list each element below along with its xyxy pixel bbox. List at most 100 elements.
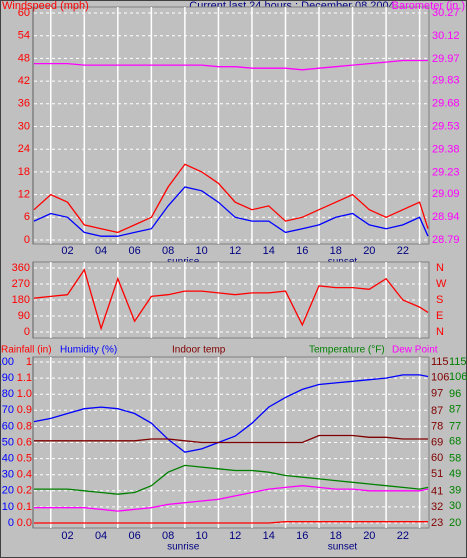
y-tick-label: 41 (431, 485, 443, 497)
y-tick-label: 0.5 (17, 453, 32, 465)
y-tick-label: 70 (2, 404, 14, 416)
x-tick-label: 08 (162, 530, 174, 542)
legend-entry: Temperature (°F) (309, 345, 385, 356)
y-tick-label: 60 (2, 420, 14, 432)
y-tick-label: 29.09 (432, 188, 460, 200)
y-tick-label: 115 (431, 356, 449, 368)
y-tick-label: 12 (18, 189, 30, 201)
y-tick-label: 115 (449, 356, 467, 368)
x-tick-label: 14 (263, 530, 275, 542)
y-tick-label: 42 (18, 75, 30, 87)
y-tick-label: 39 (449, 485, 461, 497)
y-tick-label: 49 (449, 468, 461, 480)
y-tick-label: 0.1 (17, 501, 32, 513)
y-tick-label: 1.1 (17, 372, 32, 384)
x-tick-label: 18 (330, 530, 342, 542)
y-tick-label: 77 (449, 420, 461, 432)
y-tick-label: 100 (0, 356, 14, 368)
y-tick-label: 0 (24, 326, 30, 338)
y-tick-label: 36 (18, 98, 30, 110)
y-tick-label: 60 (431, 452, 443, 464)
series-line (34, 59, 428, 71)
y-tick-label: 40 (2, 453, 14, 465)
x-tick-label: 02 (61, 530, 73, 542)
y-tick-label: 29.68 (432, 97, 460, 109)
y-tick-label: 32 (431, 501, 443, 513)
y-tick-label: 29.38 (432, 143, 460, 155)
y-tick-label: 28.94 (432, 211, 460, 223)
series-line (34, 485, 429, 512)
x-tick-label: 14 (263, 245, 275, 257)
y-tick-label: 80 (2, 388, 14, 400)
y-tick-label: 0.0 (17, 517, 32, 529)
y-tick-label: 30 (2, 469, 14, 481)
series-line (34, 521, 428, 524)
annotation: sunrise (167, 542, 200, 553)
y-tick-label: 28.79 (432, 234, 460, 246)
annotation: sunset (328, 542, 358, 553)
y-tick-label: N (436, 326, 444, 338)
series-line (34, 434, 428, 444)
legend-entry: Humidity (%) (60, 345, 117, 356)
y-tick-label: 30.12 (432, 30, 460, 42)
series-line (33, 268, 429, 331)
y-tick-label: 0.4 (17, 469, 32, 481)
y-tick-label: 20 (449, 517, 461, 529)
y-tick-label: 1.0 (17, 388, 32, 400)
x-tick-label: 18 (330, 245, 342, 257)
y-tick-label: 90 (18, 310, 30, 322)
y-tick-label: 29.53 (432, 120, 460, 132)
legend-entry: Indoor temp (172, 345, 226, 356)
x-tick-label: 06 (128, 530, 140, 542)
x-tick-label: 10 (196, 530, 208, 542)
y-tick-label: 23 (431, 517, 443, 529)
y-tick-label: 90 (2, 372, 14, 384)
x-tick-label: 12 (229, 530, 241, 542)
y-tick-label: W (436, 278, 447, 290)
y-tick-label: N (436, 262, 444, 274)
y-tick-label: 360 (12, 262, 30, 274)
y-tick-label: 58 (449, 453, 461, 465)
y-tick-label: 51 (431, 468, 443, 480)
x-tick-label: 04 (95, 245, 107, 257)
x-tick-label: 10 (196, 245, 208, 257)
y-tick-label: 29.83 (432, 74, 460, 86)
y-tick-label: 30 (449, 500, 461, 512)
y-tick-label: 29.97 (432, 53, 460, 65)
y-tick-label: 10 (2, 501, 14, 513)
x-tick-label: 12 (229, 245, 241, 257)
y-tick-label: 18 (18, 166, 30, 178)
legend-entry: Rainfall (in) (1, 345, 52, 356)
x-tick-label: 06 (128, 245, 140, 257)
y-tick-label: 106 (431, 372, 449, 384)
x-tick-label: 16 (296, 530, 308, 542)
y-tick-label: 30.27 (432, 7, 460, 19)
y-tick-label: 24 (18, 143, 30, 155)
plot-frame (32, 261, 430, 339)
y-tick-label: 96 (449, 388, 461, 400)
y-tick-label: 69 (431, 436, 443, 448)
y-tick-label: 0.6 (17, 436, 32, 448)
series-line (33, 186, 429, 237)
y-tick-label: 0.9 (17, 404, 32, 416)
y-tick-label: 20 (2, 485, 14, 497)
y-tick-label: 48 (18, 52, 30, 64)
x-tick-label: 22 (397, 245, 409, 257)
y-tick-label: S (436, 294, 443, 306)
series-line (34, 464, 429, 495)
y-tick-label: 87 (431, 405, 443, 417)
y-tick-label: 0 (8, 517, 14, 529)
x-tick-label: 04 (95, 530, 107, 542)
series-line (33, 163, 429, 234)
y-tick-label: 30 (18, 120, 30, 132)
y-tick-label: 1 (26, 356, 32, 368)
x-tick-label: 08 (162, 245, 174, 257)
y-tick-label: 87 (449, 403, 461, 415)
series-line (33, 374, 429, 453)
y-tick-label: 29.23 (432, 166, 460, 178)
y-tick-label: 6 (24, 211, 30, 223)
axis-label: Barometer (in.) (392, 0, 465, 12)
y-tick-label: 0 (24, 234, 30, 246)
y-tick-label: 50 (2, 436, 14, 448)
